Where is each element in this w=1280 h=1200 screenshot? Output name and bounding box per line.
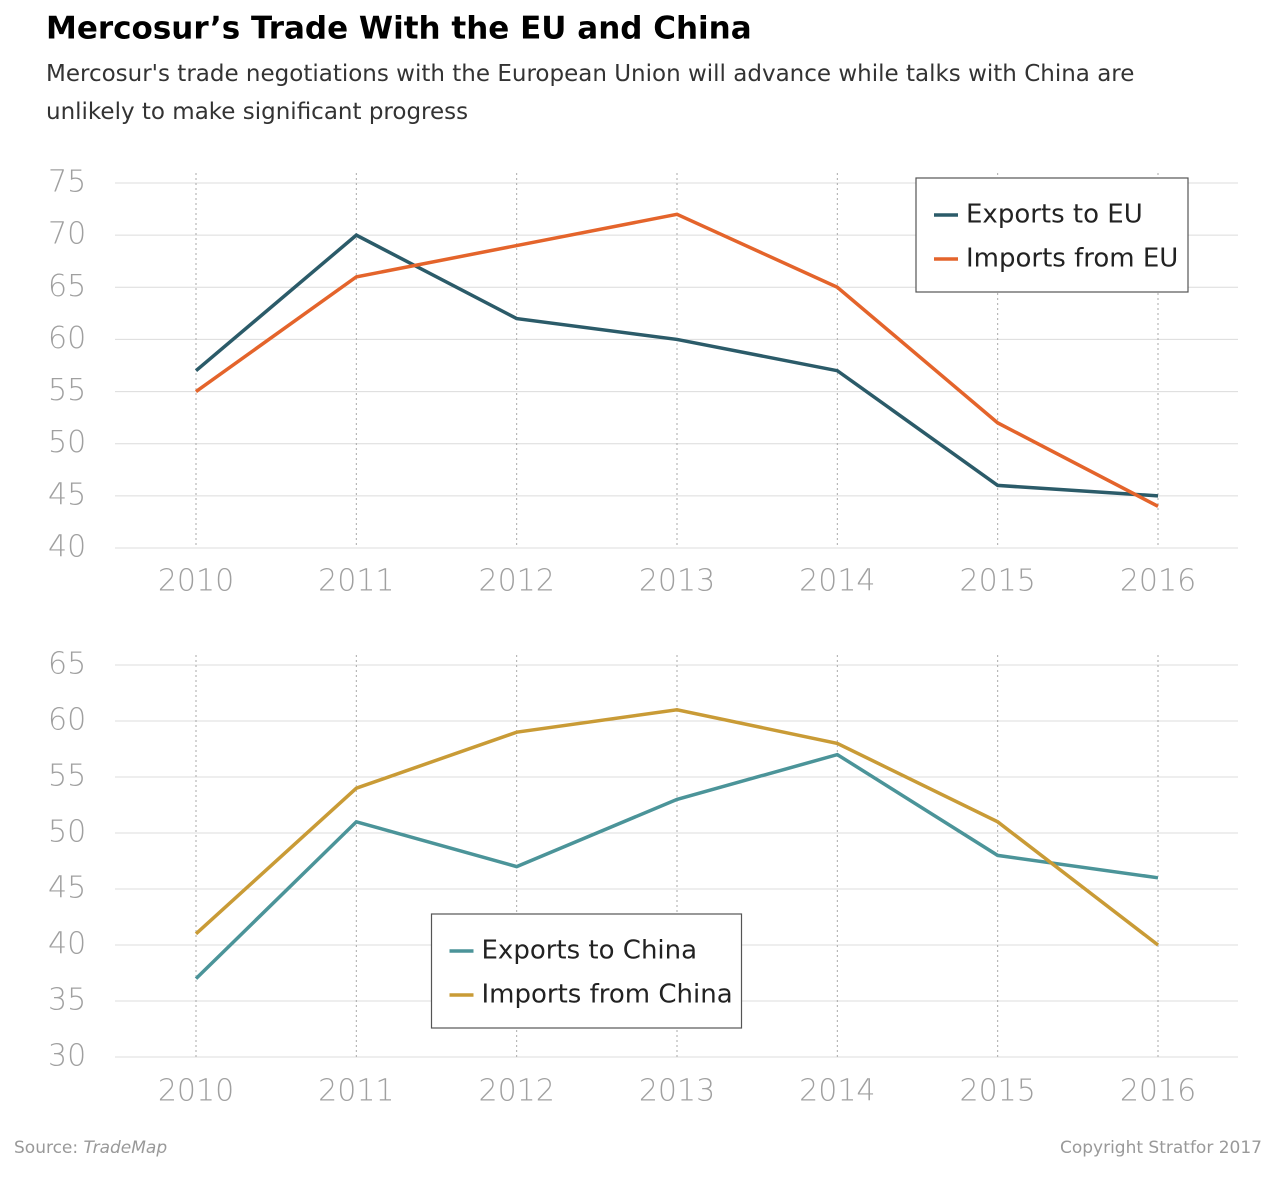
y-tick-label: 45 (48, 871, 86, 906)
data-line (194, 233, 1159, 498)
x-tick-label: 2013 (639, 1074, 715, 1109)
subtitle-line: unlikely to make significant progress (46, 99, 468, 125)
x-tick-label: 2013 (639, 564, 715, 599)
x-tick-label: 2014 (799, 1074, 875, 1109)
legend-label: Imports from EU (966, 244, 1178, 274)
x-tick-label: 2011 (318, 564, 394, 599)
x-tick-label: 2016 (1120, 1074, 1196, 1109)
y-tick-label: 65 (48, 647, 86, 682)
y-tick-label: 35 (48, 983, 86, 1018)
source-label: Source: (14, 1138, 78, 1158)
title: Mercosur’s Trade With the EU and China (46, 11, 752, 47)
y-tick-label: 55 (48, 759, 86, 794)
legend-label: Imports from China (482, 980, 733, 1010)
legend-box (915, 177, 1189, 293)
y-tick-label: 55 (48, 373, 86, 408)
y-tick-label: 65 (48, 269, 86, 304)
y-tick-label: 75 (48, 165, 86, 200)
y-tick-label: 30 (48, 1039, 86, 1074)
legend-label: Exports to China (482, 936, 698, 966)
y-tick-label: 40 (48, 530, 86, 565)
x-tick-label: 2015 (959, 1074, 1035, 1109)
x-tick-label: 2011 (318, 1074, 394, 1109)
y-tick-label: 70 (48, 217, 86, 252)
x-tick-label: 2016 (1120, 564, 1196, 599)
legend-label: Exports to EU (966, 200, 1143, 230)
y-tick-label: 60 (48, 321, 86, 356)
y-tick-label: 45 (48, 477, 86, 512)
x-tick-label: 2010 (158, 564, 234, 599)
y-tick-label: 50 (48, 425, 86, 460)
data-line (194, 212, 1159, 508)
subtitle-text: Mercosur's trade negotiations with the E… (46, 61, 1134, 125)
copyright: Copyright Stratfor 2017 (1060, 1138, 1262, 1158)
x-tick-label: 2012 (478, 564, 554, 599)
y-tick-label: 40 (48, 927, 86, 962)
y-tick-label: 60 (48, 703, 86, 738)
x-tick-label: 2010 (158, 1074, 234, 1109)
x-tick-label: 2012 (478, 1074, 554, 1109)
legend-box (430, 913, 743, 1029)
subtitle-line: Mercosur's trade negotiations with the E… (46, 61, 1134, 87)
data-line (194, 752, 1159, 980)
x-tick-label: 2015 (959, 564, 1035, 599)
x-tick-label: 2014 (799, 564, 875, 599)
y-tick-label: 50 (48, 815, 86, 850)
source-name: TradeMap (84, 1138, 168, 1158)
source: Source: TradeMap (14, 1138, 167, 1158)
data-line (194, 708, 1160, 947)
subtitle: Mercosur's trade negotiations with the E… (46, 61, 1134, 125)
